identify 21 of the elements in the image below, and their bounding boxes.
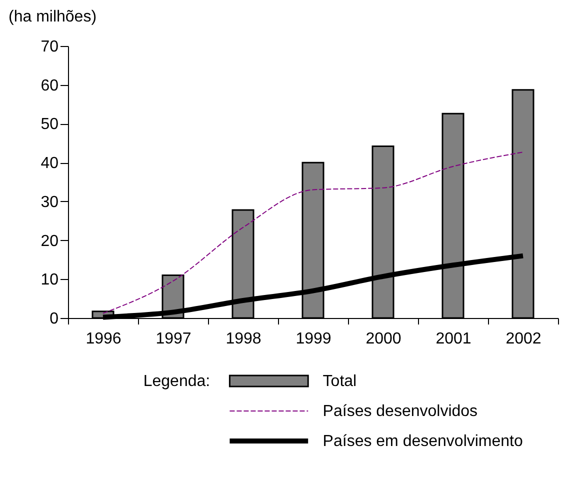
y-tick-label: 10 [40, 272, 59, 289]
legend-label: Países desenvolvidos [322, 403, 478, 420]
x-tick-label: 1997 [156, 330, 192, 348]
y-tick-label: 50 [40, 116, 59, 134]
x-tick-label: 2001 [436, 330, 472, 348]
legend-label: Países em desenvolvimento [322, 433, 524, 450]
y-axis-title: (ha milhões) [8, 8, 97, 26]
y-tick-label: 70 [40, 38, 59, 56]
y-tick-label: 0 [50, 310, 59, 328]
x-tick-label: 1998 [226, 330, 262, 348]
y-tick-label: 20 [40, 232, 59, 250]
y-tick-label: 60 [40, 77, 59, 94]
x-tick-label: 2002 [506, 330, 542, 348]
x-tick-label: 1996 [86, 330, 122, 348]
legend-title: Legenda: [143, 373, 210, 390]
line-series [102, 152, 524, 314]
y-tick-label: 30 [40, 194, 59, 211]
y-tick-label: 40 [40, 155, 59, 172]
x-tick-label: 2000 [366, 330, 402, 348]
legend-label: Total [322, 373, 357, 390]
x-tick-label: 1999 [296, 330, 332, 348]
